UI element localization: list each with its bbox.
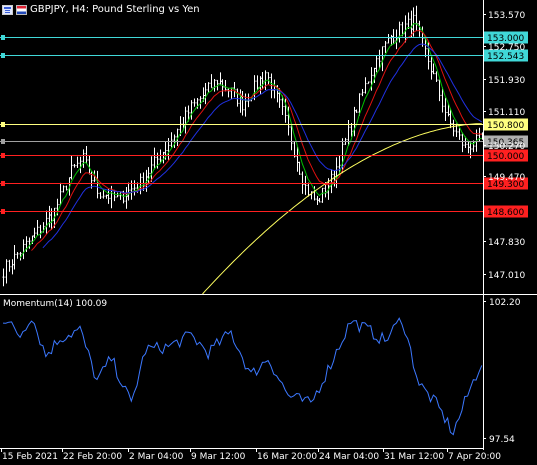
price-axis-label: 147.830 bbox=[488, 238, 525, 248]
level-handle[interactable] bbox=[1, 35, 5, 40]
time-axis-label: 9 Mar 12:00 bbox=[191, 452, 246, 462]
level-price-tag bbox=[484, 149, 528, 162]
price-axis-label: 149.470 bbox=[488, 173, 525, 183]
level-price-tag bbox=[484, 49, 528, 62]
price-axis-label: 150.270 bbox=[488, 142, 525, 152]
level-price-label: 149.300 bbox=[487, 180, 524, 190]
level-price-tag bbox=[484, 205, 528, 218]
price-axis-label: 152.750 bbox=[488, 43, 525, 53]
momentum-indicator-label: Momentum(14) 100.09 bbox=[3, 299, 108, 309]
ma-long-line bbox=[202, 123, 482, 295]
level-handle[interactable] bbox=[1, 139, 5, 144]
time-axis-label: 16 Mar 20:00 bbox=[257, 452, 317, 462]
level-handle[interactable] bbox=[1, 53, 5, 58]
time-axis-label: 15 Feb 2021 bbox=[2, 452, 58, 462]
level-price-label: 150.800 bbox=[487, 121, 524, 131]
price-axis-label: 147.010 bbox=[488, 271, 525, 281]
price-axis-label: 151.110 bbox=[488, 108, 525, 118]
level-price-label: 150.000 bbox=[487, 152, 524, 162]
ma-slow-line bbox=[42, 43, 483, 249]
chart-header: GBPJPY, H4: Pound Sterling vs Yen bbox=[2, 3, 200, 16]
level-price-label: 150.365 bbox=[487, 138, 524, 148]
level-price-tag bbox=[484, 135, 528, 148]
chart-window-icon[interactable] bbox=[2, 4, 13, 15]
level-handle[interactable] bbox=[1, 153, 5, 158]
time-axis-label: 24 Mar 04:00 bbox=[319, 452, 379, 462]
level-price-tag bbox=[484, 118, 528, 131]
level-handle[interactable] bbox=[1, 181, 5, 186]
momentum-axis-label: 102.20 bbox=[489, 298, 521, 308]
symbol-description: Pound Sterling vs Yen bbox=[92, 4, 200, 15]
level-price-tag bbox=[484, 31, 528, 44]
level-price-label: 153.000 bbox=[487, 34, 524, 44]
momentum-line bbox=[2, 317, 483, 436]
level-price-label: 152.543 bbox=[487, 52, 524, 62]
ma-mid-line bbox=[31, 30, 482, 251]
symbol-label: GBPJPY, H4: bbox=[30, 4, 90, 15]
price-axis-label: 153.570 bbox=[488, 11, 525, 21]
level-handle[interactable] bbox=[1, 209, 5, 214]
level-handle[interactable] bbox=[1, 122, 5, 127]
level-price-tag bbox=[484, 177, 528, 190]
time-axis-label: 22 Feb 20:00 bbox=[63, 452, 122, 462]
symbol-flag-icon bbox=[16, 4, 27, 15]
time-axis-label: 7 Apr 20:00 bbox=[448, 452, 501, 462]
level-price-label: 148.600 bbox=[487, 208, 524, 218]
time-axis-label: 2 Mar 04:00 bbox=[129, 452, 184, 462]
momentum-axis-label: 97.54 bbox=[489, 435, 515, 445]
price-axis-label: 151.930 bbox=[488, 76, 525, 86]
time-axis-label: 31 Mar 12:00 bbox=[384, 452, 444, 462]
ma-fast-line bbox=[19, 23, 482, 259]
